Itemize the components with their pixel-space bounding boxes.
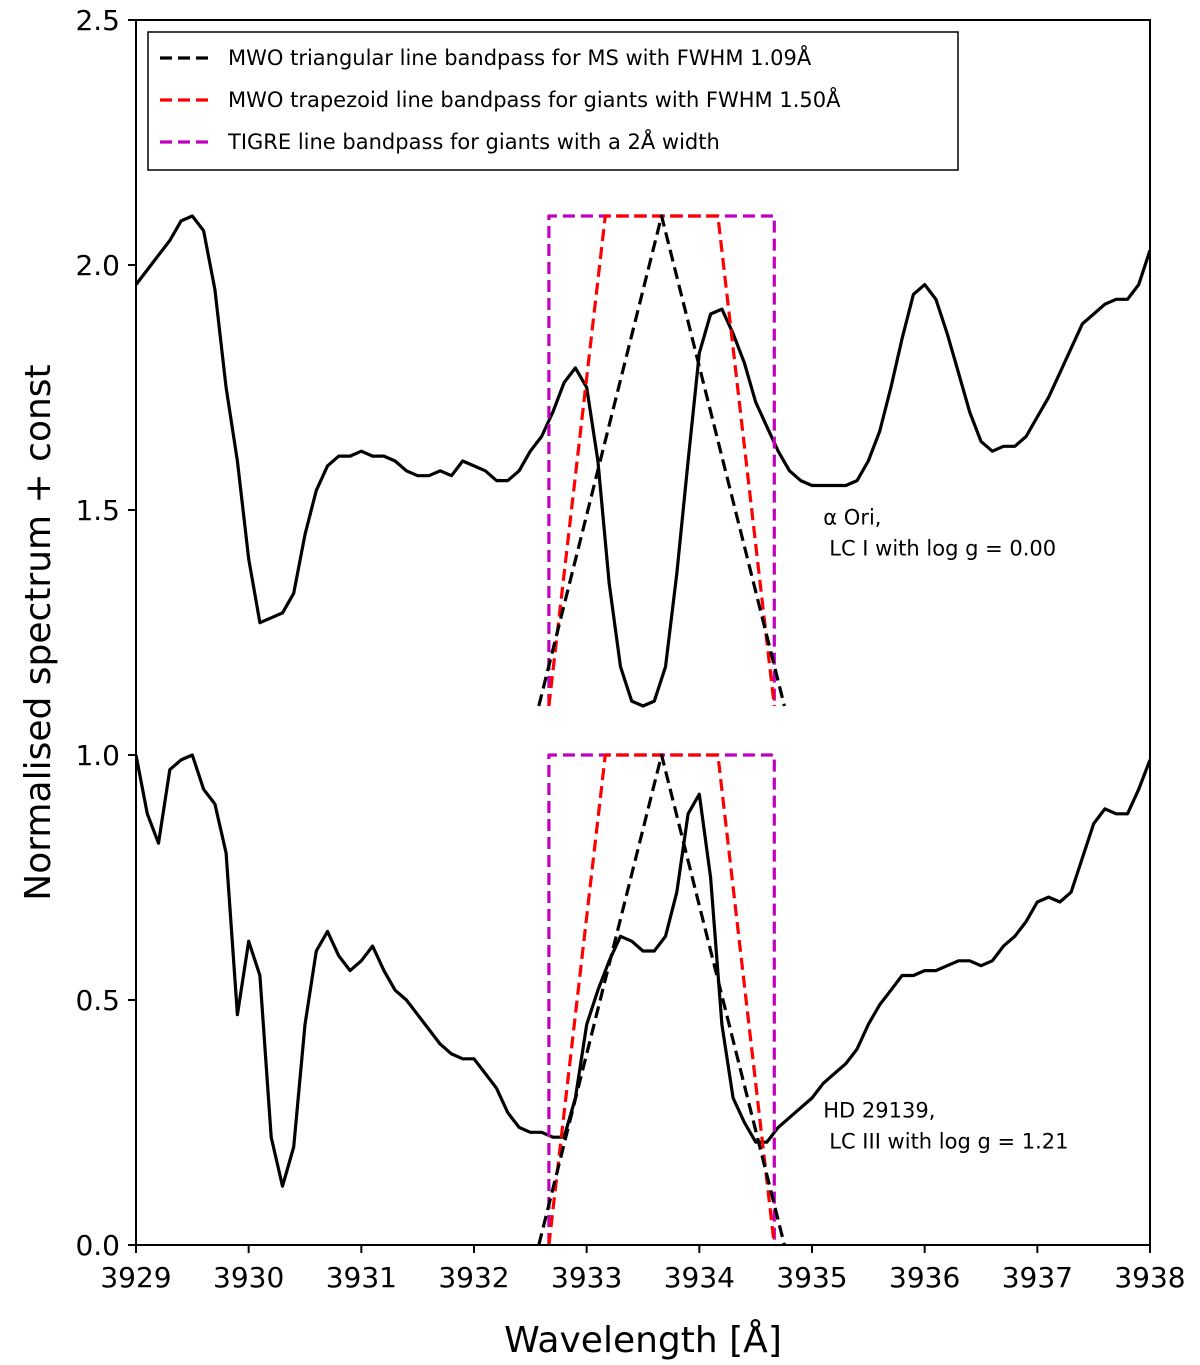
x-tick-label: 3935 <box>776 1261 847 1294</box>
legend: MWO triangular line bandpass for MS with… <box>147 31 959 171</box>
x-tick-label: 3932 <box>438 1261 509 1294</box>
series-line-hd-29139-spectrum <box>136 753 1150 1188</box>
x-tick-label: 3938 <box>1114 1261 1185 1294</box>
y-tick-label: 1.0 <box>75 739 120 772</box>
y-tick-label: 0.0 <box>75 1229 120 1262</box>
legend-entry: MWO triangular line bandpass for MS with… <box>228 44 812 70</box>
y-tick-label: 2.0 <box>75 249 120 282</box>
series-line-ori-spectrum <box>136 214 1150 708</box>
y-axis-label: Normalised spectrum + const <box>18 364 59 900</box>
y-tick-label: 1.5 <box>75 494 120 527</box>
series-layer <box>136 214 1150 1245</box>
x-tick-label: 3936 <box>889 1261 960 1294</box>
plot-frame <box>135 19 1151 1246</box>
x-tick-label: 3929 <box>100 1261 171 1294</box>
x-axis-label: Wavelength [Å] <box>504 1318 782 1361</box>
series-line-mwo-triangular-hd-29139 <box>537 753 786 1245</box>
annotation-line: LC I with log g = 0.00 <box>829 537 1056 561</box>
y-tick-label: 0.5 <box>75 984 120 1017</box>
x-tick-label: 3933 <box>551 1261 622 1294</box>
x-tick-label: 3931 <box>326 1261 397 1294</box>
axes-layer <box>128 19 1151 1253</box>
annotation-line: HD 29139, <box>823 1099 935 1123</box>
annotation-line: LC III with log g = 1.21 <box>829 1130 1068 1154</box>
legend-entry: TIGRE line bandpass for giants with a 2Å… <box>227 128 720 154</box>
legend-entry: MWO trapezoid line bandpass for giants w… <box>228 86 841 112</box>
legend-box <box>147 31 959 171</box>
x-tick-label: 3930 <box>213 1261 284 1294</box>
annotation-line: α Ori, <box>823 506 881 530</box>
series-line-mwo-triangular-line-bandpass-for-ms-with-fwhm-1-09 <box>537 214 786 707</box>
text-layer: 3929 3930 3931 3932 3933 3934 3935 3936 3937 3938… <box>18 4 1186 1361</box>
x-tick-label: 3934 <box>664 1261 735 1294</box>
x-tick-label: 3937 <box>1002 1261 1073 1294</box>
y-tick-label: 2.5 <box>75 4 120 37</box>
